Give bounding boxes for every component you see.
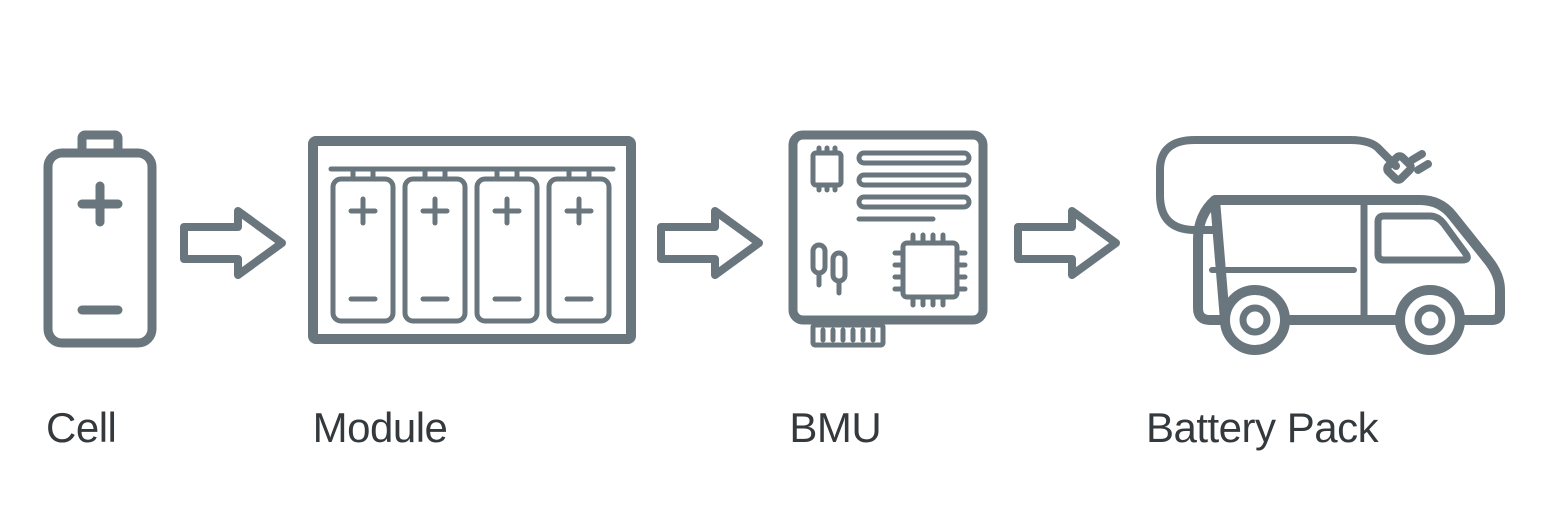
battery-flow-diagram: Cell xyxy=(0,0,1560,532)
cell-icon xyxy=(40,100,160,380)
stage-label-module: Module xyxy=(313,404,448,452)
stage-module: Module xyxy=(307,100,637,452)
stage-cell: Cell xyxy=(40,100,160,452)
stage-label-cell: Cell xyxy=(46,404,116,452)
arrow-2 xyxy=(655,103,765,383)
bmu-icon xyxy=(783,100,993,380)
stage-battery-pack: Battery Pack xyxy=(1140,100,1520,452)
stage-label-bmu: BMU xyxy=(789,404,881,452)
stage-label-pack: Battery Pack xyxy=(1146,404,1378,452)
ev-van-icon xyxy=(1140,100,1520,380)
arrow-3 xyxy=(1012,103,1122,383)
arrow-1 xyxy=(178,103,288,383)
stage-bmu: BMU xyxy=(783,100,993,452)
module-icon xyxy=(307,100,637,380)
